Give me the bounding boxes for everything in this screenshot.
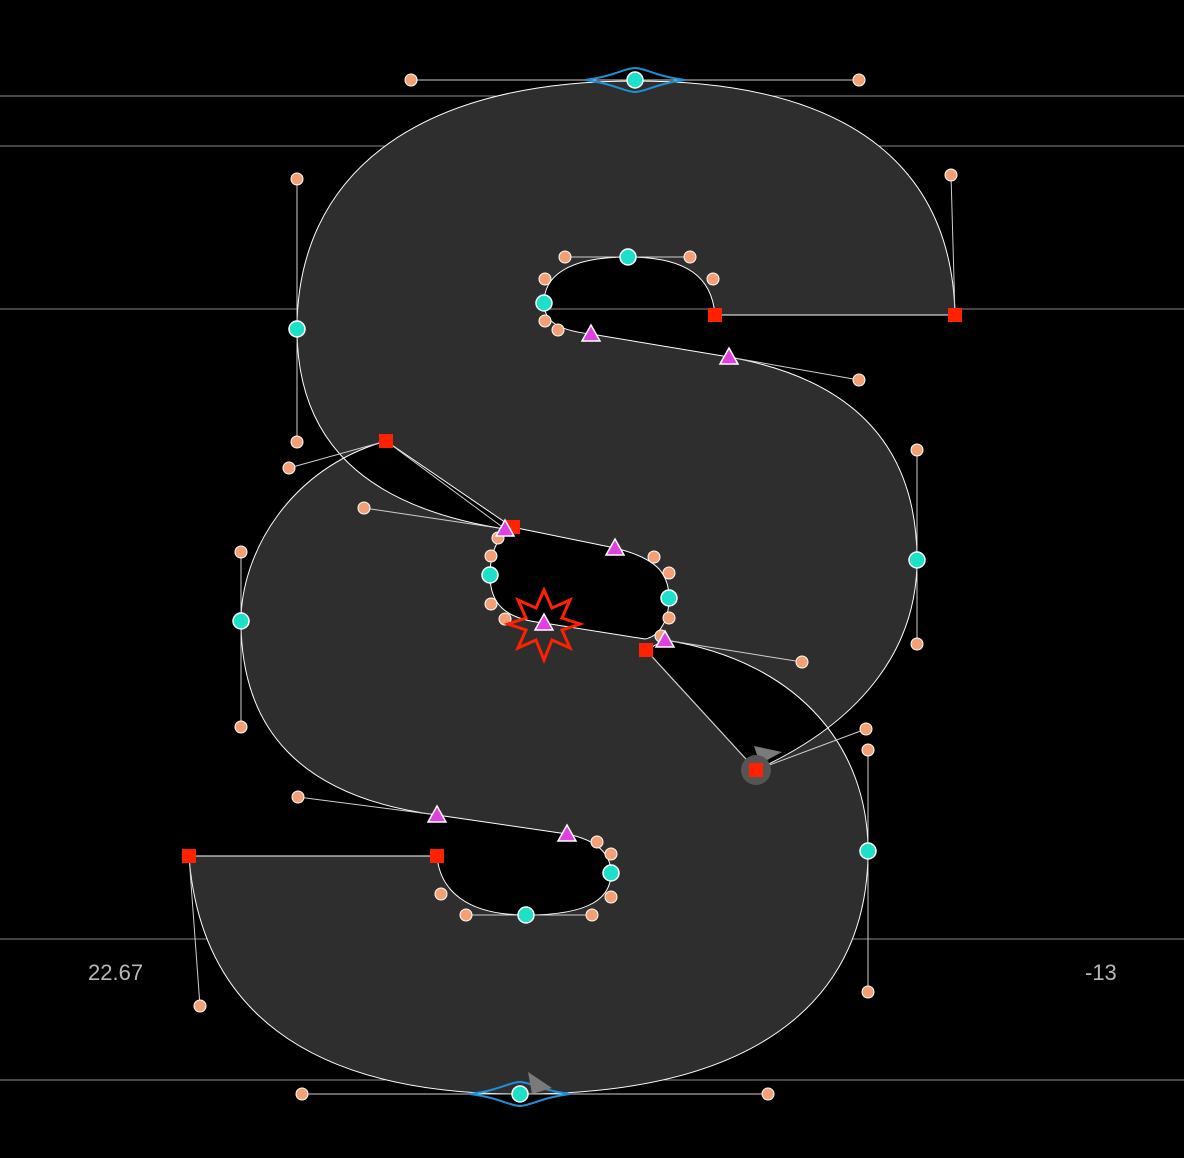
smooth-nodes[interactable] xyxy=(232,71,926,1103)
smooth-node[interactable] xyxy=(859,842,877,860)
tangent-node[interactable] xyxy=(718,346,740,365)
handle-point[interactable] xyxy=(484,549,498,563)
corner-node[interactable] xyxy=(182,849,196,863)
tangent-node[interactable] xyxy=(654,629,676,648)
handle-point[interactable] xyxy=(404,73,418,87)
handle-point[interactable] xyxy=(290,435,304,449)
handle-point[interactable] xyxy=(604,847,618,861)
corner-node[interactable] xyxy=(379,434,393,448)
smooth-node[interactable] xyxy=(232,612,250,630)
tangent-node[interactable] xyxy=(604,537,626,556)
handle-point[interactable] xyxy=(706,272,720,286)
tangent-node[interactable] xyxy=(556,823,578,842)
smooth-node[interactable] xyxy=(626,71,644,89)
right-sidebearing-label: -13 xyxy=(1085,960,1117,985)
handle-point[interactable] xyxy=(590,835,604,849)
handle-point[interactable] xyxy=(295,1087,309,1101)
handle-point[interactable] xyxy=(647,550,661,564)
handle-point[interactable] xyxy=(459,908,473,922)
off-curve-handles[interactable] xyxy=(193,73,958,1101)
handle-point[interactable] xyxy=(234,545,248,559)
handle-point[interactable] xyxy=(944,168,958,182)
handle-point[interactable] xyxy=(193,999,207,1013)
glyph-section-sign-outline[interactable] xyxy=(188,80,956,1095)
handle-point[interactable] xyxy=(910,443,924,457)
smooth-node[interactable] xyxy=(602,864,620,882)
corner-node[interactable] xyxy=(749,763,763,777)
error-star-icon[interactable] xyxy=(503,586,585,665)
handle-point[interactable] xyxy=(795,655,809,669)
tangent-node[interactable] xyxy=(580,323,602,342)
handle-point[interactable] xyxy=(662,611,676,625)
smooth-node[interactable] xyxy=(481,566,499,584)
tangent-node[interactable] xyxy=(494,518,516,537)
smooth-node[interactable] xyxy=(619,248,637,266)
handle-point[interactable] xyxy=(484,597,498,611)
corner-node[interactable] xyxy=(430,849,444,863)
handle-point[interactable] xyxy=(585,908,599,922)
smooth-node[interactable] xyxy=(288,320,306,338)
smooth-node[interactable] xyxy=(660,589,678,607)
corner-nodes[interactable] xyxy=(182,308,962,863)
smooth-node[interactable] xyxy=(535,294,553,312)
corner-node[interactable] xyxy=(639,643,653,657)
corner-node[interactable] xyxy=(708,308,722,322)
smooth-node[interactable] xyxy=(908,551,926,569)
handle-point[interactable] xyxy=(434,887,448,901)
handle-point[interactable] xyxy=(357,501,371,515)
handle-point[interactable] xyxy=(538,314,552,328)
smooth-node[interactable] xyxy=(511,1085,529,1103)
handle-point[interactable] xyxy=(282,461,296,475)
handle-point[interactable] xyxy=(852,73,866,87)
handle-point[interactable] xyxy=(234,720,248,734)
handle-point[interactable] xyxy=(852,373,866,387)
tangent-node[interactable] xyxy=(533,612,555,631)
handle-point[interactable] xyxy=(910,637,924,651)
handle-point[interactable] xyxy=(859,722,873,736)
handle-point[interactable] xyxy=(662,566,676,580)
start-arrow-icon xyxy=(528,1072,552,1094)
handle-point[interactable] xyxy=(551,323,565,337)
tangent-nodes[interactable] xyxy=(426,323,740,842)
handle-point[interactable] xyxy=(861,743,875,757)
selection-bars xyxy=(469,66,686,1108)
corner-node[interactable] xyxy=(948,308,962,322)
error-marker[interactable] xyxy=(503,586,585,665)
handle-point[interactable] xyxy=(761,1087,775,1101)
smooth-node[interactable] xyxy=(517,906,535,924)
handle-point[interactable] xyxy=(861,985,875,999)
tangent-node[interactable] xyxy=(426,804,448,823)
handle-point[interactable] xyxy=(683,250,697,264)
handle-point[interactable] xyxy=(538,272,552,286)
direction-arrow-icons xyxy=(528,746,782,1094)
handle-point[interactable] xyxy=(498,612,512,626)
handle-point[interactable] xyxy=(291,790,305,804)
handle-point[interactable] xyxy=(290,172,304,186)
handle-point[interactable] xyxy=(604,890,618,904)
left-sidebearing-label: 22.67 xyxy=(88,960,144,985)
handle-point[interactable] xyxy=(558,250,572,264)
